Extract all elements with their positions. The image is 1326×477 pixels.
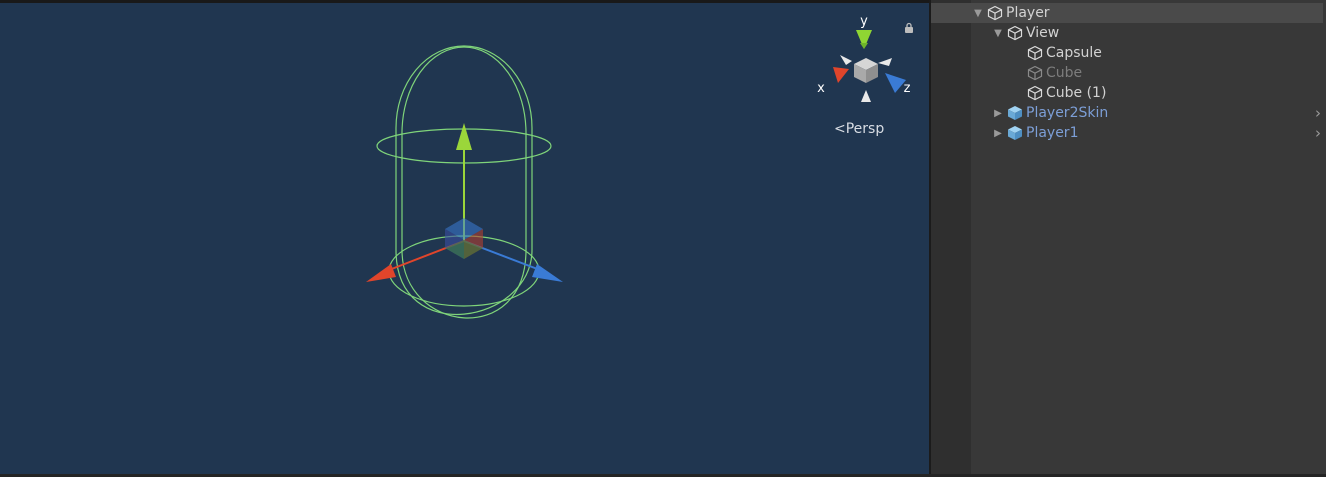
gizmo-y-cone-icon[interactable] [856,30,872,49]
hierarchy-row-cube-1[interactable]: Cube (1) [931,83,1323,103]
gizmo-neg-y-cone-icon[interactable] [861,90,871,102]
capsule-outline-front [395,45,533,250]
hierarchy-item-label: Player1 [1026,125,1079,141]
hierarchy-item-label: Cube [1046,65,1083,81]
gameobject-icon [1007,25,1023,41]
hierarchy-panel[interactable]: ▼ Player ▼ View Capsule Cube Cube (1) ▶ Player2S… [931,0,1326,474]
hierarchy-row-cube[interactable]: Cube [931,63,1323,83]
z-axis-arrow-icon[interactable] [532,264,563,282]
bottom-border [0,474,1326,477]
prefab-icon [1008,126,1022,140]
capsule-bottom-side [395,249,533,315]
hierarchy-row-player1[interactable]: ▶ Player1 › [931,123,1323,143]
hierarchy-item-label: Player [1006,5,1050,21]
gizmo-z-cone-icon[interactable] [885,73,906,93]
foldout-collapsed-icon[interactable]: ▶ [994,127,1002,139]
perspective-chevron-icon: < [834,121,846,137]
panel-divider[interactable] [929,0,931,477]
gizmo-z-label: z [904,81,911,96]
gizmo-x-label: x [817,81,825,96]
gizmo-y-label: y [860,14,868,29]
hierarchy-item-label: Player2Skin [1026,105,1109,121]
projection-toggle[interactable]: <Persp [834,121,884,137]
foldout-expanded-icon[interactable]: ▼ [994,27,1002,39]
capsule-bottom-front [401,249,527,319]
gameobject-icon [1027,65,1043,81]
move-tool-gizmo[interactable] [366,123,563,282]
hierarchy-row-player[interactable]: ▼ Player [931,3,1323,23]
gizmo-cube-right[interactable] [866,64,878,83]
hierarchy-item-label: View [1026,25,1060,41]
scene-canvas[interactable]: y x z [0,3,929,474]
open-prefab-chevron-icon[interactable]: › [1315,104,1321,122]
hierarchy-row-view[interactable]: ▼ View [931,23,1323,43]
scene-view[interactable]: y x z <Persp [0,3,929,474]
foldout-collapsed-icon[interactable]: ▶ [994,107,1002,119]
orientation-gizmo[interactable]: y x z [817,14,911,102]
hierarchy-row-player2skin[interactable]: ▶ Player2Skin › [931,103,1323,123]
foldout-expanded-icon[interactable]: ▼ [974,7,982,19]
gizmo-neg-z-cone-icon[interactable] [840,55,852,65]
hierarchy-item-label: Capsule [1046,45,1102,61]
x-axis-arrow-icon[interactable] [366,264,396,282]
prefab-icon [1008,106,1022,120]
hierarchy-row-capsule[interactable]: Capsule [931,43,1323,63]
gizmo-x-cone-icon[interactable] [833,67,849,83]
gizmo-y-cone-shade [860,43,868,49]
gameobject-icon [1027,85,1043,101]
lock-icon[interactable] [903,22,915,34]
gameobject-icon [1027,45,1043,61]
y-axis-arrow-icon[interactable] [456,123,472,150]
open-prefab-chevron-icon[interactable]: › [1315,124,1321,142]
center-plane-handle[interactable] [445,240,483,259]
capsule-outline-side [401,46,527,250]
hierarchy-item-label: Cube (1) [1046,85,1107,101]
gameobject-icon [987,5,1003,21]
gizmo-neg-x-cone-icon[interactable] [878,58,892,66]
projection-label: Persp [845,121,885,137]
hierarchy-gutter [931,0,971,474]
gizmo-cube-left[interactable] [854,64,866,83]
